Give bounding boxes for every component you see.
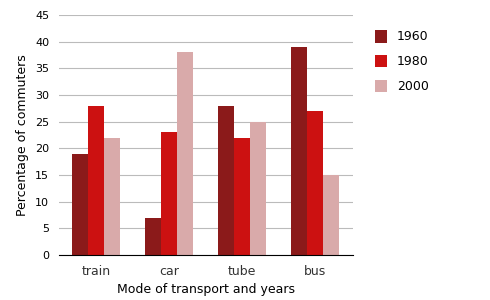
Bar xyxy=(104,138,121,255)
Bar xyxy=(250,122,267,255)
Bar xyxy=(291,47,307,255)
Y-axis label: Percentage of commuters: Percentage of commuters xyxy=(16,54,29,216)
Bar xyxy=(234,138,250,255)
Bar xyxy=(161,132,177,255)
Bar xyxy=(177,52,194,255)
Bar xyxy=(145,218,161,255)
X-axis label: Mode of transport and years: Mode of transport and years xyxy=(117,283,295,296)
Legend: 1960, 1980, 2000: 1960, 1980, 2000 xyxy=(371,26,433,97)
Bar xyxy=(323,175,340,255)
Bar xyxy=(218,106,234,255)
Bar xyxy=(88,106,104,255)
Bar xyxy=(72,154,88,255)
Bar xyxy=(307,111,323,255)
